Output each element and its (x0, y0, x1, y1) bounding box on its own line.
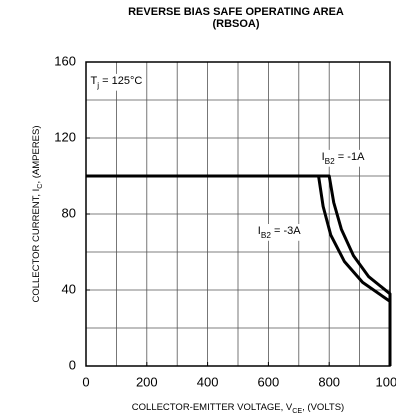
x-tick-label: 800 (318, 374, 340, 389)
x-axis-label-part: , (VOLTS) (302, 402, 344, 413)
y-tick-label: 120 (54, 129, 76, 144)
y-axis-label-part: COLLECTOR CURRENT, I (31, 189, 42, 303)
annotation-part: = 125°C (99, 75, 142, 87)
x-axis-label: COLLECTOR-EMITTER VOLTAGE, VCE, (VOLTS) (132, 402, 344, 415)
x-tick-label: 600 (258, 374, 280, 389)
annotation: IB2 = -1A (322, 151, 365, 166)
x-tick-label: 200 (136, 374, 158, 389)
annotation: Tj = 125°C (91, 75, 143, 90)
annotation-part: T (91, 75, 98, 87)
annotation-part: B2 (261, 231, 272, 240)
y-axis-label: COLLECTOR CURRENT, IC, (AMPERES) (31, 125, 44, 302)
y-axis-label-part: C (36, 184, 44, 189)
annotation-part: = -1A (335, 151, 365, 163)
annotation-bg (319, 149, 368, 167)
y-tick-label: 0 (69, 357, 76, 372)
annotation-part: I (322, 151, 325, 163)
annotation-bg (255, 224, 304, 241)
x-tick-label: 400 (197, 374, 219, 389)
series-line (86, 174, 392, 366)
annotation: IB2 = -3A (258, 225, 301, 240)
series-line (86, 174, 392, 366)
x-axis-label-part: COLLECTOR-EMITTER VOLTAGE, V (132, 402, 293, 413)
y-tick-label: 80 (62, 205, 76, 220)
y-tick-label: 40 (62, 281, 76, 296)
x-tick-label: 1000 (376, 374, 396, 389)
annotation-part: = -3A (271, 225, 301, 237)
x-tick-label: 0 (82, 374, 89, 389)
annotation-part: B2 (325, 157, 336, 166)
chart-title: REVERSE BIAS SAFE OPERATING AREA (128, 6, 344, 18)
annotation-bg (88, 73, 145, 91)
y-tick-label: 160 (54, 53, 76, 68)
chart-subtitle: (RBSOA) (212, 18, 259, 30)
annotation-part: j (96, 81, 99, 90)
y-axis-label-part: , (AMPERES) (31, 125, 42, 183)
annotation-part: I (258, 225, 261, 237)
x-axis-label-part: CE (292, 407, 302, 415)
